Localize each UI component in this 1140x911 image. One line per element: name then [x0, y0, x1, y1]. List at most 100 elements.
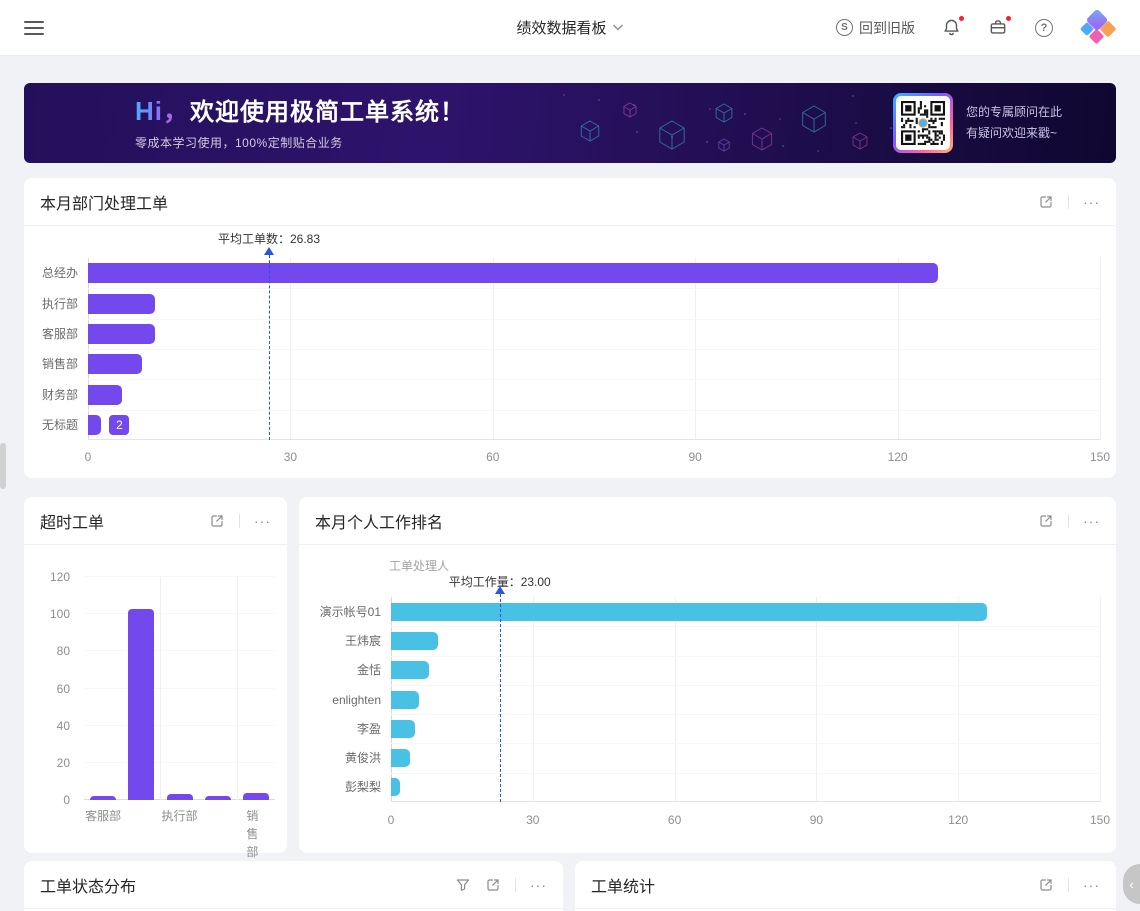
- card-header: 工单状态分布: [24, 861, 563, 909]
- card-title: 工单状态分布: [40, 878, 137, 896]
- category-label: 客服部: [41, 326, 78, 341]
- plot-area: [84, 576, 275, 800]
- restore-version-icon: S: [836, 19, 853, 36]
- category-label: 彭梨梨: [344, 780, 381, 795]
- bar[interactable]: [88, 263, 939, 284]
- gridline: [391, 743, 1100, 745]
- qr-code: [893, 93, 953, 153]
- gridline: [84, 613, 275, 615]
- category-label: 销售部: [41, 357, 78, 372]
- bar[interactable]: [391, 631, 439, 650]
- bar[interactable]: [166, 794, 193, 800]
- axis-tick-label: 30: [283, 450, 298, 464]
- bottom-row: 工单状态分布: [24, 861, 1116, 911]
- more-button[interactable]: ···: [1083, 193, 1100, 210]
- gridline: [84, 650, 275, 652]
- bar[interactable]: [90, 796, 117, 800]
- export-button[interactable]: [1038, 194, 1054, 210]
- overtime-bar-chart: 0 20 40 60 80 100 120 客服部 执行部 销售部: [24, 545, 287, 859]
- axis-tick-label: 60: [56, 681, 70, 696]
- card-title: 本月个人工作排名: [315, 514, 444, 532]
- page-title: 绩效数据看板: [516, 20, 607, 37]
- axis-tick-label: 0: [63, 793, 70, 807]
- gridline: [88, 409, 1100, 411]
- export-icon: [1040, 195, 1052, 208]
- bar[interactable]: [88, 384, 122, 405]
- dept-bar-chart: 2 总经办 执行部 客服部 销售部 财务部 无标题 平均工单数：26.83 0 30 60 90 120…: [24, 226, 1116, 478]
- help-button[interactable]: ?: [1035, 18, 1053, 37]
- bar[interactable]: [88, 293, 156, 314]
- bar[interactable]: [204, 796, 231, 800]
- more-button[interactable]: ···: [530, 876, 547, 893]
- charts-row: 超时工单 ··· 0 20 40 60 80 100 120 客服部 执行部 销售部: [24, 497, 1116, 859]
- average-line-arrow: [264, 242, 274, 255]
- gridline: [236, 577, 238, 800]
- back-to-old-button[interactable]: S 回到旧版: [836, 18, 915, 38]
- export-button[interactable]: [209, 513, 225, 529]
- axis-tick-label: 60: [486, 450, 500, 464]
- page-scrollbar-thumb[interactable]: [0, 443, 6, 489]
- average-label: 平均工作量：23.00: [448, 575, 551, 589]
- card-header: 工单统计 ···: [575, 861, 1116, 909]
- page-title-dropdown[interactable]: 绩效数据看板: [516, 17, 624, 38]
- bar[interactable]: [391, 778, 401, 797]
- bar[interactable]: [391, 749, 410, 768]
- filter-button[interactable]: [455, 877, 471, 893]
- axis-tick-label: 60: [667, 813, 682, 827]
- axis-tick-label: 90: [809, 813, 824, 827]
- workbox-button[interactable]: [988, 15, 1012, 37]
- bar[interactable]: [88, 354, 142, 375]
- axis-tick-label: 150: [1089, 813, 1111, 827]
- card-header: 超时工单 ···: [24, 497, 287, 545]
- category-label: 客服部: [85, 809, 122, 823]
- bar[interactable]: [88, 323, 156, 344]
- gridline: [88, 318, 1100, 320]
- bar[interactable]: [391, 719, 415, 738]
- banner-contact: 您的专属顾问在此 有疑问欢迎来戳~: [893, 93, 1062, 153]
- more-button[interactable]: ···: [1083, 876, 1100, 893]
- more-button[interactable]: ···: [254, 512, 271, 529]
- gridline: [391, 626, 1100, 628]
- bell-icon: [944, 19, 959, 36]
- notifications-button[interactable]: [942, 15, 965, 37]
- bar[interactable]: [391, 690, 420, 709]
- briefcase-icon: [990, 20, 1006, 34]
- axis-line: [391, 801, 1100, 802]
- filter-icon: [456, 878, 470, 891]
- card-personal-ranking: 本月个人工作排名 ··· 演示帐号01 王炜宸 金恬 enlighten 李盈 黄俊洪 彭梨…: [299, 497, 1116, 853]
- export-button[interactable]: [485, 877, 501, 893]
- export-button[interactable]: [1038, 877, 1054, 893]
- average-line-arrow: [494, 581, 505, 594]
- dashboard-content: Hi，欢迎使用极简工单系统！ 零成本学习使用，100%定制贴合业务 您的专属顾问…: [0, 83, 1140, 911]
- bar[interactable]: [128, 608, 155, 800]
- bar[interactable]: [242, 792, 269, 800]
- category-label: 执行部: [161, 809, 198, 823]
- category-label: 总经办: [41, 266, 78, 281]
- category-label: 无标题: [41, 417, 78, 432]
- average-label-row: 平均工作量：23.00: [391, 573, 1100, 591]
- more-button[interactable]: ···: [1083, 512, 1100, 529]
- gridline: [674, 597, 676, 802]
- banner-contact-text: 您的专属顾问在此 有疑问欢迎来戳~: [966, 105, 1063, 140]
- export-button[interactable]: [1038, 513, 1054, 529]
- menu-button[interactable]: [24, 20, 44, 35]
- collapse-panel-handle[interactable]: ‹: [1123, 864, 1140, 904]
- banner-subtitle: 零成本学习使用，100%定制贴合业务: [135, 136, 343, 150]
- gridline: [391, 655, 1100, 657]
- navbar-actions: S 回到旧版 ?: [836, 8, 1117, 46]
- axis-tick-label: 0: [84, 450, 92, 464]
- card-header: 本月个人工作排名 ···: [299, 497, 1116, 545]
- category-label: 金恬: [356, 663, 381, 678]
- banner-title: Hi，欢迎使用极简工单系统！: [135, 96, 466, 126]
- app-logo[interactable]: [1079, 8, 1117, 46]
- gridline: [1100, 258, 1101, 440]
- divider: [1068, 513, 1069, 528]
- axis-tick-label: 80: [56, 644, 70, 659]
- bar[interactable]: [88, 414, 102, 435]
- menu-icon: [24, 20, 44, 23]
- bar[interactable]: [391, 602, 987, 621]
- bar[interactable]: [391, 661, 429, 680]
- gridline: [391, 684, 1100, 686]
- axis-tick-label: 30: [526, 813, 540, 827]
